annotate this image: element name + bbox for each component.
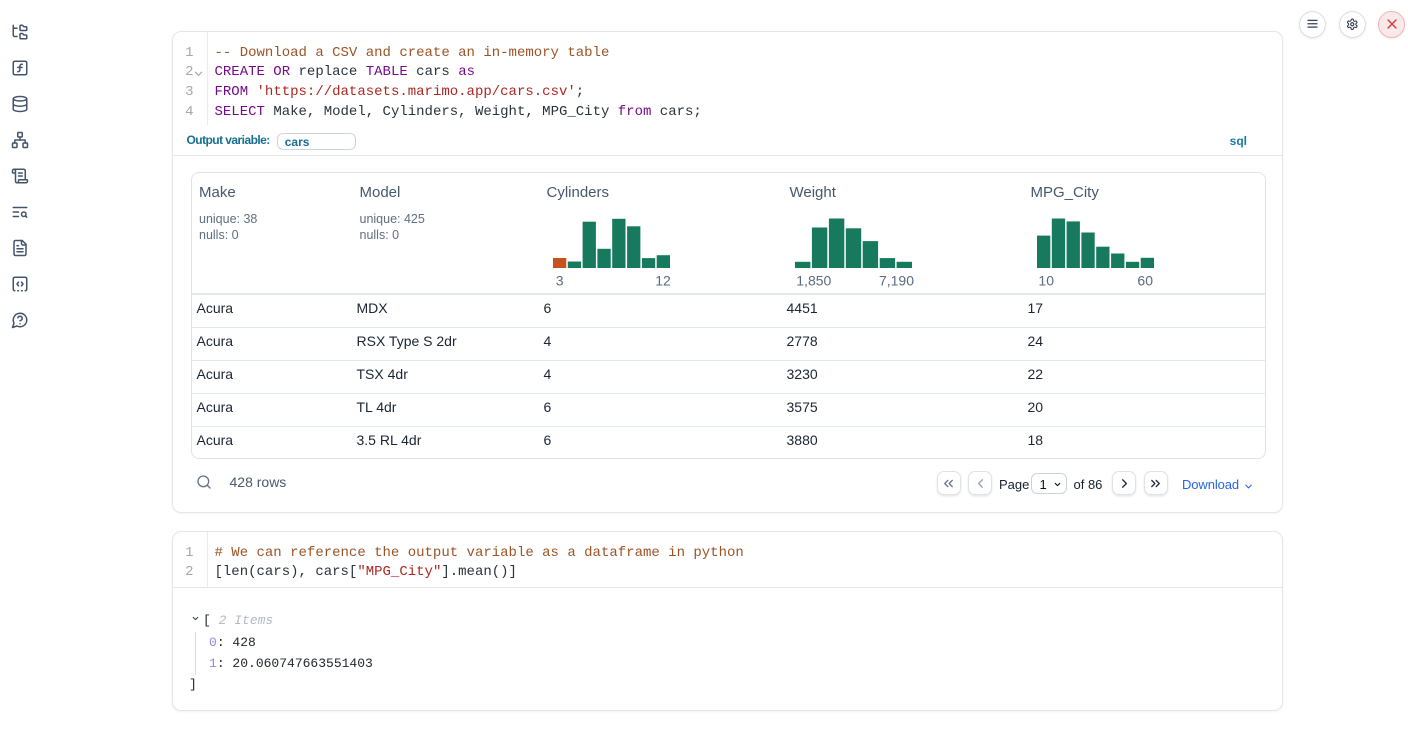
svg-text:7,190: 7,190	[878, 272, 913, 288]
svg-text:1,850: 1,850	[796, 272, 831, 288]
svg-text:10: 10	[1038, 272, 1054, 288]
svg-text:12: 12	[655, 272, 671, 288]
svg-text:3: 3	[555, 272, 563, 288]
svg-text:60: 60	[1137, 272, 1153, 288]
